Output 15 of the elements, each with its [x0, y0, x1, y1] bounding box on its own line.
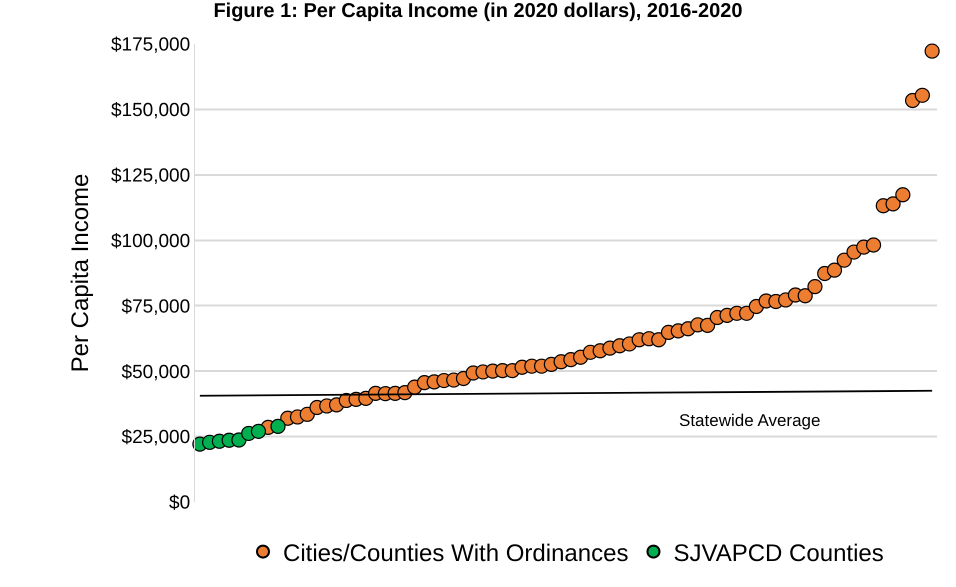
y-tick-label: $175,000	[110, 34, 190, 56]
y-tick-label: $0	[169, 492, 190, 514]
y-axis-title: Per Capita Income	[67, 174, 94, 372]
y-tick-label: $100,000	[110, 230, 190, 252]
legend-label: SJVAPCD Counties	[673, 540, 884, 567]
y-tick-label: $75,000	[122, 296, 190, 318]
chart-title: Figure 1: Per Capita Income (in 2020 dollars), 2016-2020	[213, 0, 743, 22]
series-label: Statewide Average	[679, 411, 820, 430]
y-tick-label: $50,000	[122, 362, 190, 383]
point	[270, 418, 286, 434]
point	[250, 424, 266, 439]
y-tick-label: $25,000	[122, 427, 190, 448]
legend-label: Cities/Counties With Ordinances	[283, 540, 628, 567]
y-tick-label: $150,000	[110, 100, 190, 122]
y-tick-label: $125,000	[110, 166, 190, 187]
